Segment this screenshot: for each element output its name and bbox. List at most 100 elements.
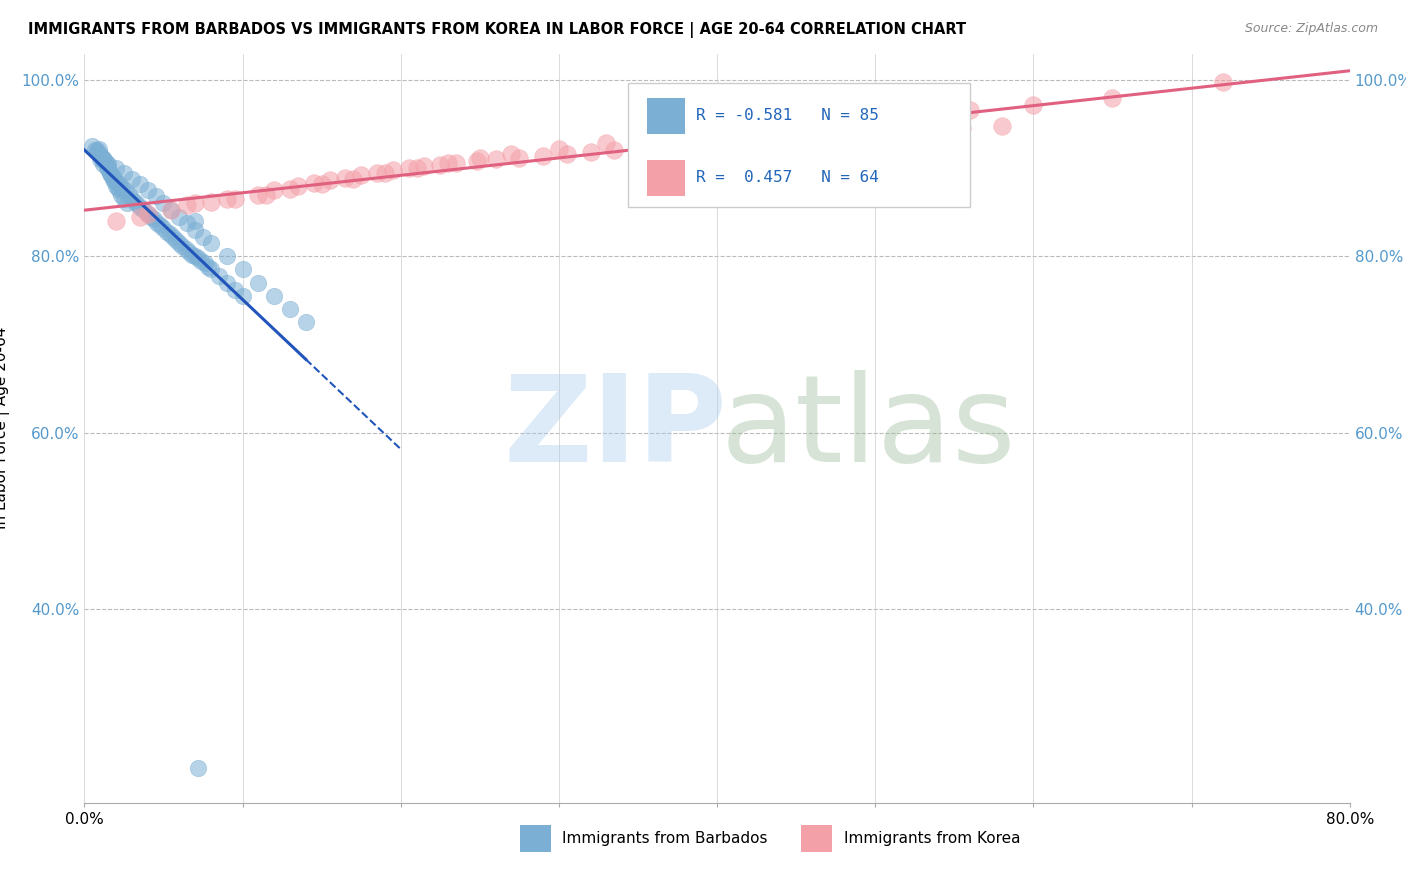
Point xyxy=(374,166,396,180)
Point xyxy=(990,119,1012,133)
Point xyxy=(176,198,198,212)
Point xyxy=(160,203,183,218)
Point xyxy=(89,148,111,162)
Point xyxy=(169,210,191,224)
Point xyxy=(177,244,200,259)
Point xyxy=(127,198,149,212)
Point xyxy=(215,276,238,290)
Point xyxy=(579,145,602,160)
Point xyxy=(1212,75,1234,89)
Point xyxy=(180,247,204,261)
Point xyxy=(278,302,301,317)
Point xyxy=(437,156,460,170)
Point xyxy=(595,136,617,151)
Point xyxy=(100,168,122,182)
Point xyxy=(103,174,125,188)
Point xyxy=(197,260,219,274)
Point xyxy=(105,214,127,228)
Point xyxy=(508,151,530,165)
Point xyxy=(93,151,115,165)
Point xyxy=(82,139,104,153)
Point xyxy=(98,165,121,179)
Point xyxy=(215,192,238,206)
Point xyxy=(311,177,333,191)
Point xyxy=(184,223,207,237)
FancyBboxPatch shape xyxy=(628,84,970,207)
Point xyxy=(155,225,177,239)
Bar xyxy=(648,160,686,196)
Point xyxy=(335,170,357,185)
Point xyxy=(115,196,138,211)
Point xyxy=(1022,97,1045,112)
Point xyxy=(398,161,420,175)
Point xyxy=(263,183,285,197)
Text: atlas: atlas xyxy=(721,369,1017,487)
Y-axis label: In Labor Force | Age 20-64: In Labor Force | Age 20-64 xyxy=(0,327,10,529)
Point xyxy=(112,192,135,206)
Point xyxy=(134,203,156,218)
Point xyxy=(176,216,198,230)
Point xyxy=(224,192,246,206)
Point xyxy=(169,235,191,250)
Point xyxy=(97,157,120,171)
Point xyxy=(184,196,207,211)
Point xyxy=(149,219,172,233)
Point xyxy=(548,142,571,156)
Point xyxy=(769,131,792,145)
Point xyxy=(98,165,121,179)
Point xyxy=(136,207,159,221)
Point xyxy=(501,147,523,161)
Point xyxy=(302,176,325,190)
Point xyxy=(208,268,231,283)
Point xyxy=(89,153,111,167)
Point xyxy=(160,203,183,218)
Point xyxy=(627,142,650,156)
Text: Immigrants from Barbados: Immigrants from Barbados xyxy=(562,831,768,846)
Point xyxy=(128,210,150,224)
Point xyxy=(184,249,207,263)
Point xyxy=(84,144,107,158)
Point xyxy=(215,249,238,263)
Point xyxy=(136,183,159,197)
Point xyxy=(465,154,488,169)
Point xyxy=(231,289,254,303)
Point xyxy=(856,126,879,140)
Point xyxy=(737,123,759,137)
Point xyxy=(108,177,131,191)
Point xyxy=(105,174,127,188)
Point xyxy=(405,161,427,175)
Point xyxy=(880,124,903,138)
Point xyxy=(318,173,340,187)
Point xyxy=(793,119,815,133)
Point xyxy=(295,315,318,329)
Point xyxy=(159,227,181,242)
Point xyxy=(108,183,131,197)
Point xyxy=(112,165,135,179)
Point xyxy=(101,169,124,184)
Point xyxy=(911,122,934,136)
Point xyxy=(152,196,174,211)
Point xyxy=(950,120,973,135)
Point xyxy=(191,230,214,244)
Point xyxy=(93,153,115,167)
Point xyxy=(145,189,167,203)
Point xyxy=(121,171,143,186)
Point xyxy=(111,180,134,194)
Point xyxy=(174,242,197,256)
Point xyxy=(721,135,744,149)
Point xyxy=(254,187,277,202)
Point xyxy=(128,177,150,191)
Point xyxy=(87,142,110,156)
Point xyxy=(231,262,254,277)
Point xyxy=(146,216,169,230)
Point xyxy=(824,128,846,143)
Point xyxy=(278,182,301,196)
Point xyxy=(89,148,111,162)
Point xyxy=(187,760,209,774)
Point xyxy=(366,165,388,179)
Point xyxy=(959,103,981,117)
Point xyxy=(165,234,187,248)
Point xyxy=(187,251,209,265)
Point xyxy=(643,132,665,146)
Point xyxy=(86,144,108,158)
